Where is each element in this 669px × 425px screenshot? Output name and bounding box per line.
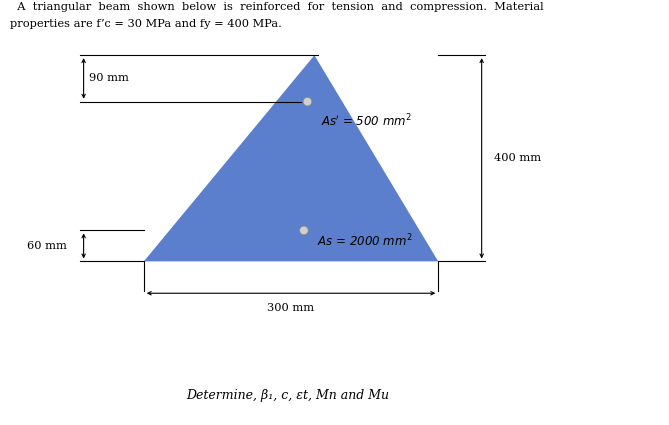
Text: Determine, β₁, c, εt, Mn and Mu: Determine, β₁, c, εt, Mn and Mu (186, 388, 389, 402)
Ellipse shape (300, 226, 308, 235)
Polygon shape (144, 55, 438, 261)
Text: 400 mm: 400 mm (494, 153, 541, 163)
Text: properties are fʼc = 30 MPa and fy = 400 MPa.: properties are fʼc = 30 MPa and fy = 400… (10, 19, 282, 29)
Text: As = 2000 $mm^2$: As = 2000 $mm^2$ (317, 232, 413, 249)
Ellipse shape (303, 97, 312, 106)
Text: 60 mm: 60 mm (27, 241, 67, 251)
Text: 300 mm: 300 mm (268, 303, 314, 313)
Text: 90 mm: 90 mm (89, 74, 129, 83)
Text: A  triangular  beam  shown  below  is  reinforced  for  tension  and  compressio: A triangular beam shown below is reinfor… (10, 2, 544, 12)
Text: As$'$ = 500 $mm^2$: As$'$ = 500 $mm^2$ (321, 112, 411, 129)
